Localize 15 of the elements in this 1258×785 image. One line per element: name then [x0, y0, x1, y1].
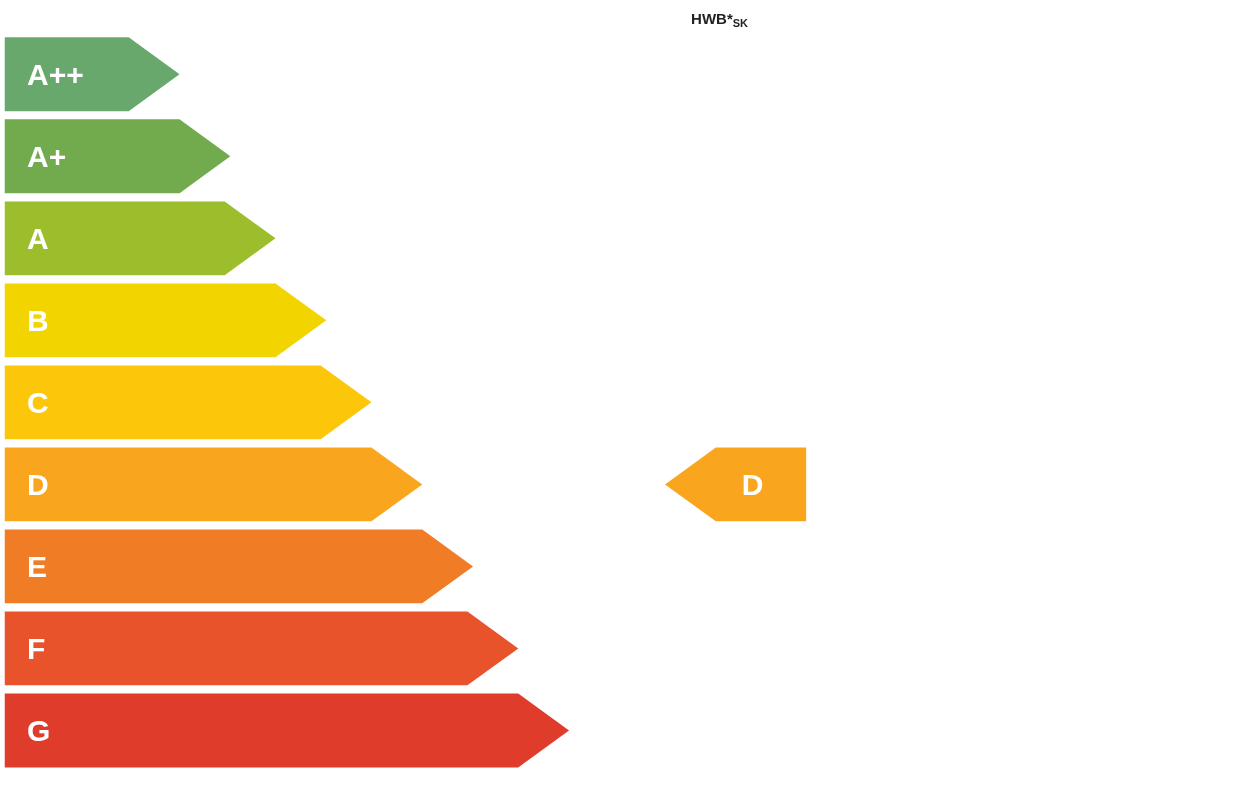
- y-tick-label: A+: [27, 139, 67, 173]
- y-tick-label: C: [27, 385, 49, 419]
- y-tick-label: G: [27, 713, 51, 747]
- text: D: [741, 467, 764, 501]
- y-tick-label: B: [27, 303, 49, 337]
- y-tick-label: A: [27, 221, 49, 255]
- y-tick-label: E: [27, 549, 48, 583]
- bar: [4, 447, 423, 522]
- y-tick-label: A++: [27, 57, 84, 91]
- y-tick-label: D: [27, 467, 49, 501]
- y-tick-label: F: [27, 631, 46, 665]
- bar: [4, 693, 570, 768]
- bar: [4, 529, 474, 604]
- bar: [4, 611, 519, 686]
- bar: [4, 365, 372, 440]
